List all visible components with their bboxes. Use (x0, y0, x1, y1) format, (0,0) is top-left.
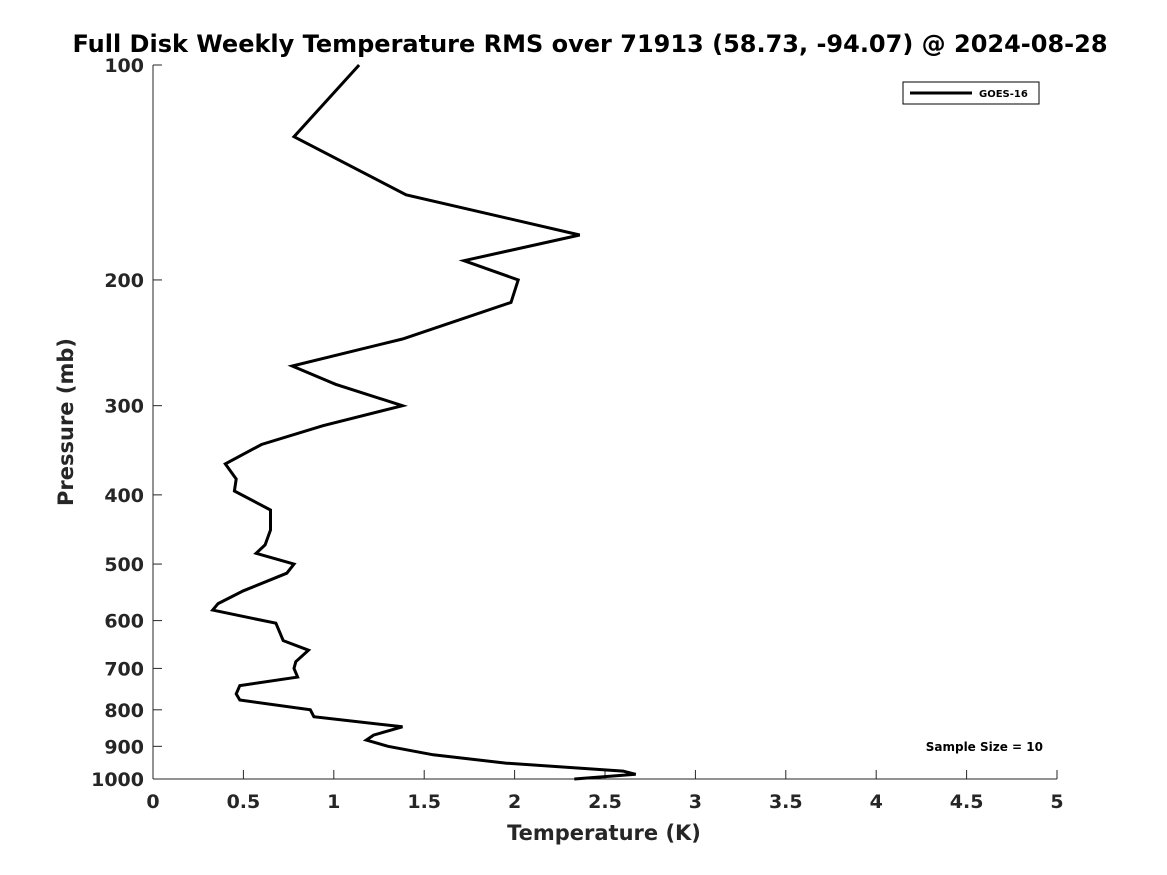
x-tick-label: 4 (870, 791, 883, 813)
sample-size-note: Sample Size = 10 (926, 740, 1043, 754)
y-tick-label: 900 (104, 736, 144, 758)
legend-entry-label: GOES-16 (979, 89, 1028, 100)
x-tick-label: 2.5 (588, 791, 622, 813)
x-tick-label: 2 (508, 791, 521, 813)
x-ticks: 0 0.5 1 1.5 2 2.5 3 3.5 4 4.5 5 (146, 770, 1064, 813)
y-tick-label: 300 (104, 396, 144, 418)
y-tick-label: 500 (104, 554, 144, 576)
series-layer (209, 63, 637, 781)
x-tick-label: 4.5 (950, 791, 984, 813)
x-tick-label: 5 (1050, 791, 1063, 813)
x-tick-label: 1.5 (407, 791, 441, 813)
y-tick-label: 1000 (91, 769, 144, 791)
plot-area (152, 65, 1057, 780)
x-tick-label: 3.5 (769, 791, 803, 813)
legend: GOES-16 (902, 81, 1040, 105)
x-tick-label: 0 (146, 791, 159, 813)
x-tick-label: 0.5 (227, 791, 261, 813)
y-tick-label: 200 (104, 270, 144, 292)
y-tick-label: 600 (104, 611, 144, 633)
series-line-goes-16 (209, 63, 637, 781)
y-tick-label: 700 (104, 658, 144, 680)
x-tick-label: 1 (327, 791, 340, 813)
y-tick-label: 400 (104, 485, 144, 507)
y-axis-label: Pressure (mb) (54, 338, 78, 506)
y-tick-label: 800 (104, 700, 144, 722)
y-tick-label: 100 (104, 55, 144, 77)
x-axis-label: Temperature (K) (507, 821, 701, 845)
chart-title: Full Disk Weekly Temperature RMS over 71… (72, 30, 1107, 58)
y-ticks: 100 200 300 400 500 600 700 800 900 1000 (91, 55, 162, 791)
x-tick-label: 3 (689, 791, 702, 813)
